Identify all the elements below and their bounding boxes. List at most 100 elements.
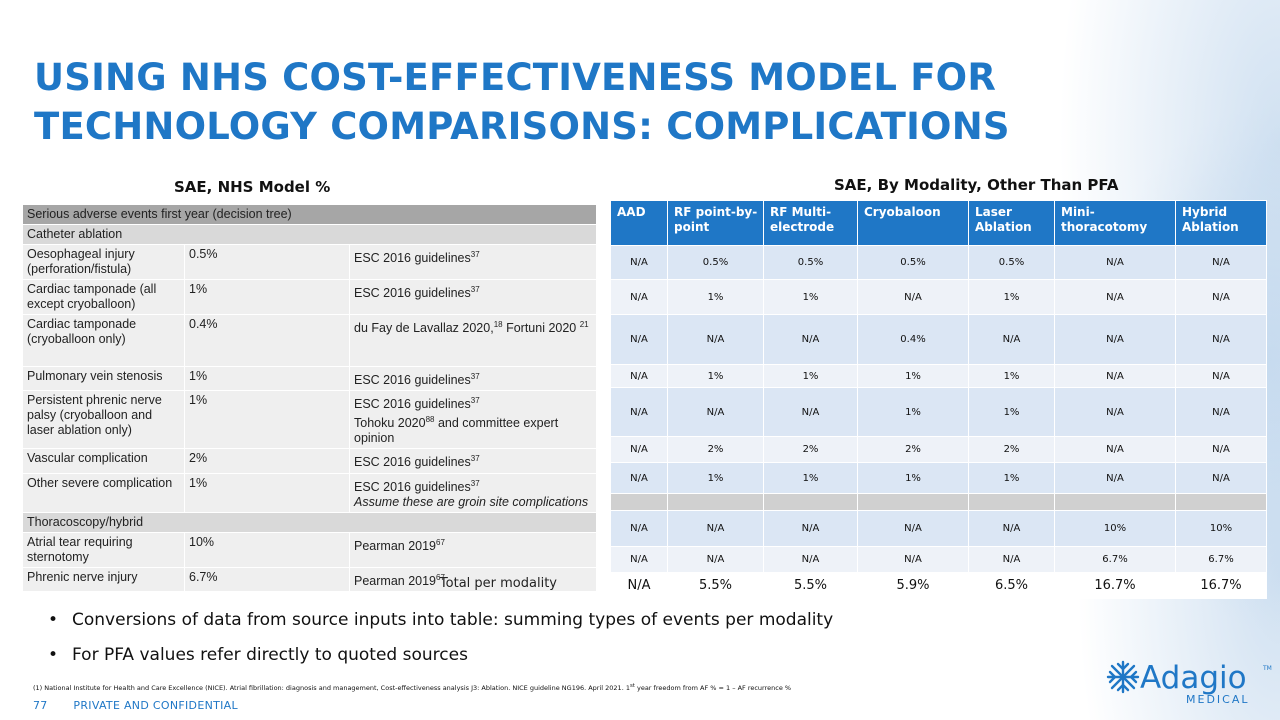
value-cell: 0.5% [184,244,350,280]
col-header-rf-point: RF point-by-point [667,200,764,246]
cell: N/A [1054,436,1176,463]
table-row: Cardiac tamponade (all except cryoballoo… [22,279,597,315]
slide-title: USING NHS COST-EFFECTIVENESS MODEL FOR T… [34,53,1010,151]
source-cell: Pearman 201967 [349,566,597,592]
table-row: N/A 0.5% 0.5% 0.5% 0.5% N/A N/A [610,245,1267,280]
cell: N/A [610,387,668,437]
table-header-row: Serious adverse events first year (decis… [22,204,597,225]
cell: 0.5% [763,245,858,280]
cell: 6.7% [1054,546,1176,573]
cell: 2% [667,436,764,463]
table-row: N/A 1% 1% 1% 1% N/A N/A [610,462,1267,494]
event-cell: Oesophageal injury (perforation/fistula) [22,244,185,280]
cell: 6.7% [1175,546,1267,573]
table-row: N/A 1% 1% 1% 1% N/A N/A [610,364,1267,388]
cell: N/A [1054,387,1176,437]
cell [1175,493,1267,511]
cell: 1% [968,387,1055,437]
source-cell: ESC 2016 guidelines37 Tohoku 202088 and c… [349,390,597,450]
nhs-model-table: Serious adverse events first year (decis… [22,204,597,592]
table-row: N/A N/A N/A N/A N/A 6.7% 6.7% [610,546,1267,573]
bullet-list: • Conversions of data from source inputs … [48,606,833,676]
cell: 1% [968,364,1055,388]
cell: N/A [610,510,668,547]
table-row: N/A 1% 1% N/A 1% N/A N/A [610,279,1267,315]
total-cell: 5.5% [763,572,858,599]
cell: N/A [1054,462,1176,494]
cell [610,493,668,511]
cell: N/A [667,546,764,573]
page-number: 77 [33,699,48,712]
cell: N/A [1175,314,1267,365]
cell: N/A [610,279,668,315]
table-row: Phrenic nerve injury 6.7% Pearman 201967 [22,566,597,592]
cell: 1% [667,462,764,494]
cell: N/A [857,546,969,573]
cell: 1% [667,364,764,388]
note-text: Assume these are groin site complication… [354,494,589,509]
value-cell: 6.7% [184,566,350,592]
cell: N/A [763,314,858,365]
source-cell: ESC 2016 guidelines37 [349,244,597,280]
cell [1054,493,1176,511]
table-row: N/A N/A N/A 0.4% N/A N/A N/A [610,314,1267,365]
table-row: Pulmonary vein stenosis 1% ESC 2016 guid… [22,365,597,392]
source-cell: ESC 2016 guidelines37 [349,365,597,392]
total-cell: 16.7% [1054,572,1176,599]
footnote: (1) National Institute for Health and Ca… [33,683,792,693]
source-cell: du Fay de Lavallaz 2020,18 Fortuni 2020 … [349,314,597,367]
table-row: Other severe complication 1% ESC 2016 gu… [22,472,597,513]
col-header-rf-multi: RF Multi-electrode [763,200,858,246]
cell: N/A [610,436,668,463]
col-header-hybrid: Hybrid Ablation [1175,200,1267,246]
title-line-1: USING NHS COST-EFFECTIVENESS MODEL FOR [34,56,997,99]
cell: N/A [667,314,764,365]
total-cell: 5.9% [857,572,969,599]
cell: N/A [857,279,969,315]
cell: 0.5% [667,245,764,280]
cell: 0.4% [857,314,969,365]
table-header: Serious adverse events first year (decis… [22,204,597,225]
cell: 1% [968,462,1055,494]
source-cell: Pearman 201967 [349,531,597,568]
bullet-icon: • [48,610,59,630]
event-cell: Cardiac tamponade (cryoballoon only) [22,314,185,367]
cell: N/A [1175,387,1267,437]
event-cell: Cardiac tamponade (all except cryoballoo… [22,279,185,315]
cell: N/A [1175,462,1267,494]
cell: N/A [968,314,1055,365]
bullet-item: • Conversions of data from source inputs … [48,606,833,641]
table-row: Oesophageal injury (perforation/fistula)… [22,244,597,280]
cell: N/A [610,245,668,280]
total-row: N/A 5.5% 5.5% 5.9% 6.5% 16.7% 16.7% [610,572,1267,599]
section-catheter-ablation: Catheter ablation [22,224,597,245]
cell [667,493,764,511]
cell: N/A [1175,245,1267,280]
confidential-label: PRIVATE AND CONFIDENTIAL [73,699,238,712]
cell: 1% [857,364,969,388]
source-cell: ESC 2016 guidelines37 [349,279,597,315]
table-row: Vascular complication 2% ESC 2016 guidel… [22,448,597,474]
bullet-icon: • [48,645,59,665]
cell: N/A [857,510,969,547]
value-cell: 0.4% [184,314,350,367]
event-cell: Phrenic nerve injury [22,566,185,592]
left-table-caption: SAE, NHS Model % [174,178,331,196]
modality-table: AAD RF point-by-point RF Multi-electrode… [610,200,1267,599]
cell: N/A [968,510,1055,547]
cell [968,493,1055,511]
cell: N/A [667,510,764,547]
logo-subtitle: MEDICAL [1186,693,1250,706]
cell: 1% [763,279,858,315]
total-cell: 6.5% [968,572,1055,599]
total-cell: 16.7% [1175,572,1267,599]
snowflake-icon [1106,660,1140,694]
table-row: Persistent phrenic nerve palsy (cryoball… [22,390,597,450]
logo-wordmark: Adagio [1140,660,1247,696]
adagio-medical-logo: Adagio TM MEDICAL [1106,660,1272,706]
cell: 1% [667,279,764,315]
cell: 2% [763,436,858,463]
cell: N/A [1175,436,1267,463]
bullet-item: • For PFA values refer directly to quoted… [48,641,833,676]
section-thoracoscopy: Thoracoscopy/hybrid [22,511,597,533]
